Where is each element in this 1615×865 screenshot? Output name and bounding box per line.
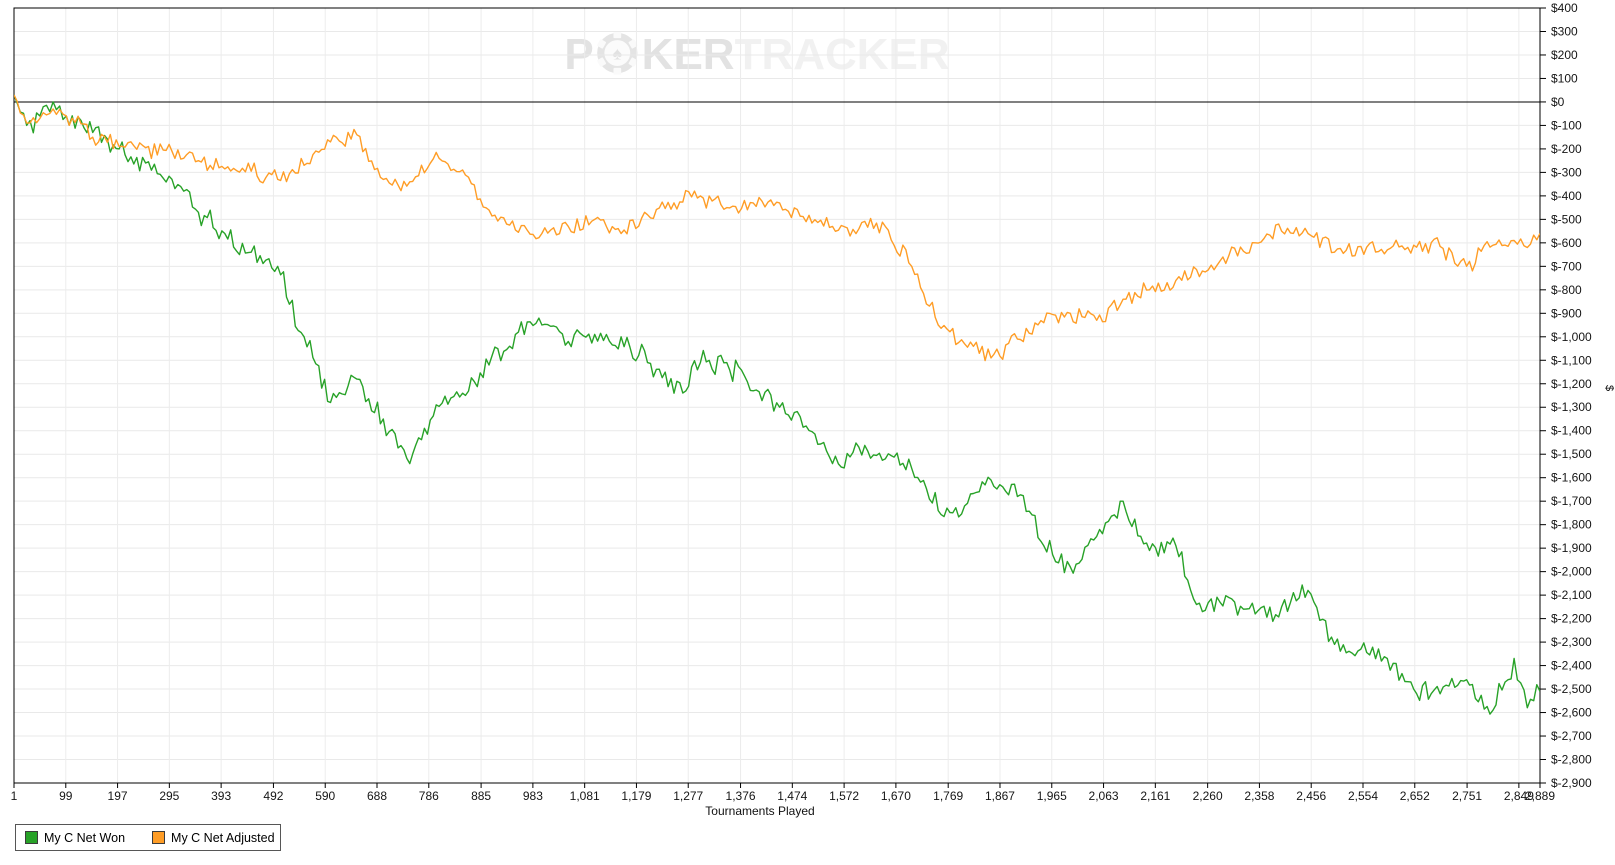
svg-text:590: 590 <box>315 789 335 803</box>
svg-text:1,277: 1,277 <box>673 789 703 803</box>
svg-text:2,849: 2,849 <box>1504 789 1534 803</box>
svg-text:2,751: 2,751 <box>1452 789 1482 803</box>
svg-text:$-1,200: $-1,200 <box>1551 377 1592 391</box>
svg-text:$-1,100: $-1,100 <box>1551 353 1592 367</box>
svg-text:$-2,600: $-2,600 <box>1551 706 1592 720</box>
svg-text:$-1,500: $-1,500 <box>1551 447 1592 461</box>
svg-text:$-500: $-500 <box>1551 212 1582 226</box>
svg-text:2,161: 2,161 <box>1140 789 1170 803</box>
svg-text:$100: $100 <box>1551 71 1578 85</box>
svg-text:$-2,700: $-2,700 <box>1551 729 1592 743</box>
svg-text:1,769: 1,769 <box>933 789 963 803</box>
svg-text:$-300: $-300 <box>1551 165 1582 179</box>
svg-text:$-600: $-600 <box>1551 236 1582 250</box>
svg-text:$-2,300: $-2,300 <box>1551 635 1592 649</box>
svg-text:885: 885 <box>471 789 491 803</box>
svg-text:1: 1 <box>11 789 18 803</box>
svg-text:492: 492 <box>263 789 283 803</box>
svg-text:99: 99 <box>59 789 73 803</box>
svg-text:2,889: 2,889 <box>1525 789 1555 803</box>
x-axis-title: Tournaments Played <box>705 804 815 818</box>
svg-text:$-2,400: $-2,400 <box>1551 659 1592 673</box>
svg-text:♠: ♠ <box>613 44 623 64</box>
svg-text:$-2,100: $-2,100 <box>1551 588 1592 602</box>
svg-text:$200: $200 <box>1551 48 1578 62</box>
legend-item-net-adjusted: My C Net Adjusted <box>152 831 275 845</box>
svg-text:393: 393 <box>211 789 231 803</box>
y-axis-title: $ <box>1602 384 1615 392</box>
net-won-swatch <box>25 831 38 844</box>
svg-text:$0: $0 <box>1551 95 1565 109</box>
svg-text:1,179: 1,179 <box>621 789 651 803</box>
svg-text:$-800: $-800 <box>1551 283 1582 297</box>
svg-text:2,554: 2,554 <box>1348 789 1378 803</box>
svg-text:688: 688 <box>367 789 387 803</box>
svg-text:$-1,900: $-1,900 <box>1551 541 1592 555</box>
svg-text:2,063: 2,063 <box>1089 789 1119 803</box>
svg-text:1,376: 1,376 <box>726 789 756 803</box>
legend-label-net-adjusted: My C Net Adjusted <box>171 830 275 845</box>
svg-text:$-1,600: $-1,600 <box>1551 471 1592 485</box>
svg-text:$300: $300 <box>1551 24 1578 38</box>
legend-item-net-won: My C Net Won <box>25 831 125 845</box>
svg-text:1,474: 1,474 <box>777 789 807 803</box>
svg-text:2,260: 2,260 <box>1193 789 1223 803</box>
svg-text:$-1,700: $-1,700 <box>1551 494 1592 508</box>
svg-text:2,456: 2,456 <box>1296 789 1326 803</box>
svg-text:295: 295 <box>159 789 179 803</box>
svg-text:$-100: $-100 <box>1551 118 1582 132</box>
svg-text:$-1,800: $-1,800 <box>1551 518 1592 532</box>
svg-text:1,572: 1,572 <box>829 789 859 803</box>
svg-text:$-2,200: $-2,200 <box>1551 612 1592 626</box>
svg-text:786: 786 <box>419 789 439 803</box>
svg-text:$-2,800: $-2,800 <box>1551 753 1592 767</box>
svg-text:1,965: 1,965 <box>1037 789 1067 803</box>
svg-text:$-400: $-400 <box>1551 189 1582 203</box>
poker-chip-icon: ♠ <box>595 30 641 76</box>
svg-text:983: 983 <box>523 789 543 803</box>
svg-text:$-2,500: $-2,500 <box>1551 682 1592 696</box>
legend-label-net-won: My C Net Won <box>44 830 126 845</box>
svg-text:197: 197 <box>108 789 128 803</box>
svg-text:$400: $400 <box>1551 1 1578 15</box>
svg-text:$-200: $-200 <box>1551 142 1582 156</box>
svg-text:$-900: $-900 <box>1551 306 1582 320</box>
svg-text:$-1,400: $-1,400 <box>1551 424 1592 438</box>
legend: My C Net Won My C Net Adjusted <box>15 824 281 851</box>
svg-text:$-2,900: $-2,900 <box>1551 776 1592 790</box>
net-adjusted-swatch <box>152 831 166 844</box>
svg-text:2,358: 2,358 <box>1244 789 1274 803</box>
svg-text:2,652: 2,652 <box>1400 789 1430 803</box>
svg-text:1,081: 1,081 <box>570 789 600 803</box>
svg-text:1,670: 1,670 <box>881 789 911 803</box>
svg-text:$-2,000: $-2,000 <box>1551 565 1592 579</box>
svg-text:$-700: $-700 <box>1551 259 1582 273</box>
svg-text:$-1,000: $-1,000 <box>1551 330 1592 344</box>
svg-text:1,867: 1,867 <box>985 789 1015 803</box>
svg-text:$-1,300: $-1,300 <box>1551 400 1592 414</box>
